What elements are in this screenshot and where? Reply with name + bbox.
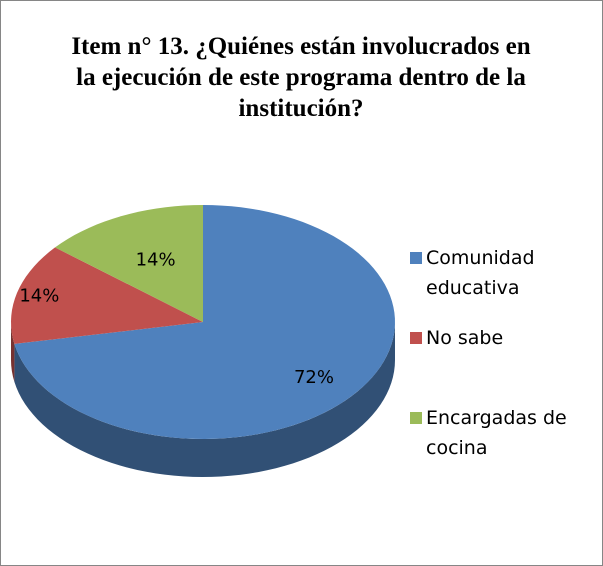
pie-slice: [55, 205, 204, 322]
data-label: 14%: [19, 285, 59, 306]
legend-swatch: [410, 412, 422, 424]
legend-label: Encargadas de cocina: [426, 407, 567, 459]
legend-swatch: [410, 332, 422, 344]
pie-side: [14, 322, 396, 477]
legend-label: Comunidad educativa: [426, 247, 535, 299]
chart-title: Item n° 13. ¿Quiénes están involucrados …: [71, 33, 531, 122]
data-label: 72%: [294, 367, 334, 388]
legend-entry: No sabe: [410, 323, 590, 353]
data-label: 14%: [136, 250, 176, 271]
legend-label: No sabe: [426, 327, 504, 349]
pie-slice: [14, 205, 395, 439]
legend-entry: Encargadas de cocina: [410, 403, 590, 463]
legend-swatch: [410, 252, 422, 264]
pie-side: [11, 322, 15, 382]
legend-entry: Comunidad educativa: [410, 243, 590, 303]
pie-slice: [11, 247, 203, 344]
